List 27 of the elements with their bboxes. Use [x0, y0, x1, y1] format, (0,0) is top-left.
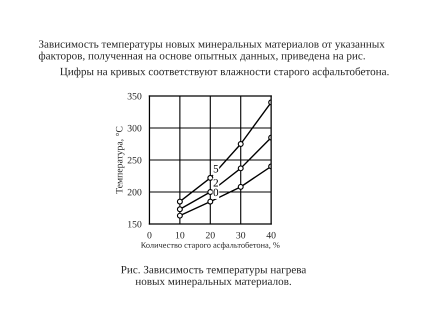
- y-tick-label: 300: [128, 124, 142, 132]
- point: [238, 141, 244, 147]
- x-axis-title: Количество старого асфальтобетона, %: [140, 242, 280, 250]
- text: Рис. Зависимость температуры нагрева новых минеральных материалов.: [121, 266, 306, 288]
- point: [238, 184, 244, 190]
- point: [176, 212, 183, 219]
- series-label: 2: [214, 179, 218, 186]
- point: [207, 198, 214, 205]
- series-label: 0: [214, 188, 218, 196]
- y-tick-label: 200: [128, 188, 142, 196]
- x-tick-label: 40: [266, 232, 276, 238]
- x-tick-label: 10: [176, 232, 184, 238]
- y-tick-label: 250: [128, 156, 142, 164]
- chart-title: Зависимость температуры новых минеральных материалов от указанных факторов, полученная на основе опытных данных, приведена на рис.: [38, 40, 385, 62]
- point: [238, 165, 244, 172]
- point: [207, 174, 214, 181]
- y-axis-title: Температура, °С: [116, 126, 124, 194]
- series-label: 5: [214, 165, 218, 172]
- x-tick-label: 0: [147, 232, 152, 238]
- point: [176, 206, 183, 212]
- y-tick-label: 350: [128, 92, 142, 100]
- y-tick-label: 150: [128, 220, 142, 228]
- chart-subtitle: Цифры на кривых соответствуют влажности старого асфальтобетона.: [60, 67, 389, 78]
- x-tick-label: 30: [236, 232, 246, 238]
- point: [207, 189, 214, 195]
- point: [176, 198, 183, 205]
- x-tick-label: 20: [206, 232, 215, 238]
